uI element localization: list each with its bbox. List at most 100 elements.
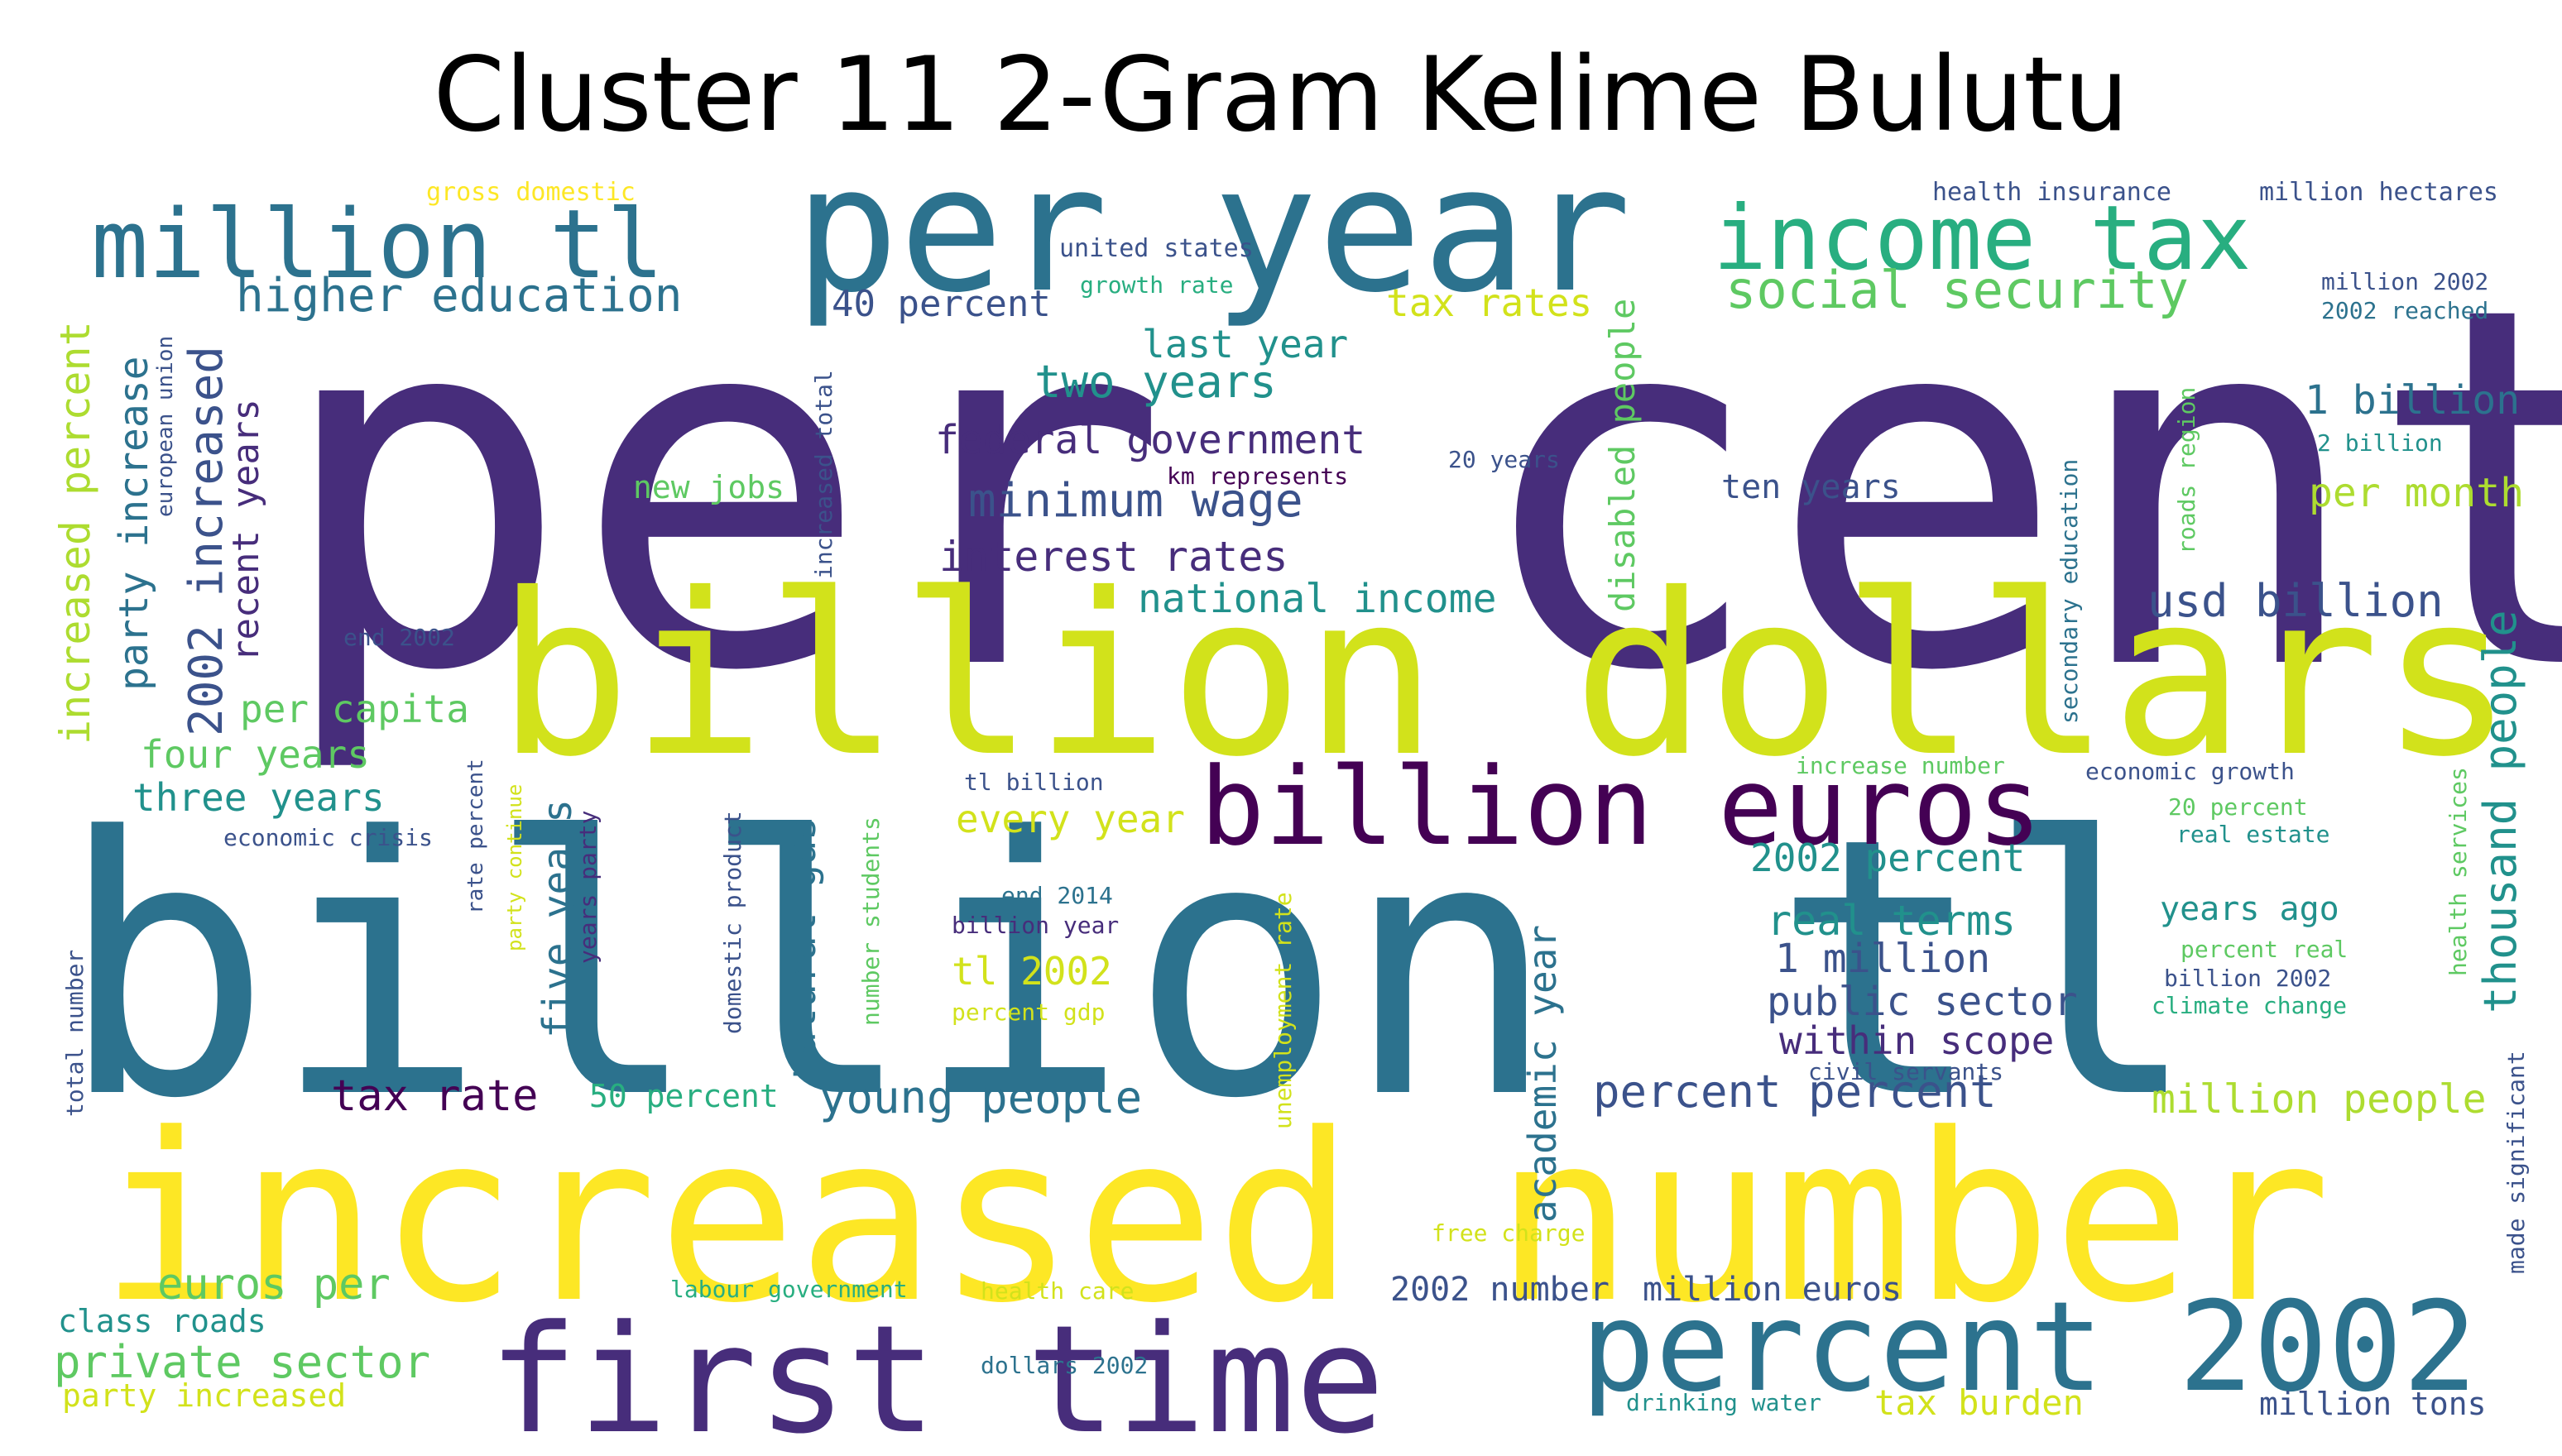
page-title: Cluster 11 2-Gram Kelime Bulutu [433, 36, 2129, 155]
word-million-people: million people [2152, 1076, 2487, 1123]
word-million-euros: million euros [1643, 1271, 1902, 1309]
word-40-percent: 40 percent [832, 283, 1051, 325]
word-end-2014: end 2014 [1001, 882, 1113, 909]
word-roads-region: roads region [2173, 387, 2200, 554]
word-party-increase: party increase [111, 356, 157, 691]
word-gross-domestic: gross domestic [426, 178, 636, 207]
word-free-charge: free charge [1432, 1219, 1585, 1247]
word-recent-years: recent years [225, 399, 267, 662]
word-million-hectares: million hectares [2259, 178, 2498, 207]
word-1-billion: 1 billion [2305, 377, 2520, 424]
word-three-years: three years [132, 775, 385, 820]
word-increase-number: increase number [1796, 752, 2005, 779]
word-percent-gdp: percent gdp [952, 999, 1105, 1026]
word-natural-gas: natural gas [779, 817, 825, 1080]
word-billion-2002: billion 2002 [2164, 965, 2331, 992]
word-increased-percent: increased percent [51, 321, 99, 745]
word-health-services: health services [2444, 767, 2472, 976]
word-civil-servants: civil servants [1808, 1058, 2003, 1085]
word-percent-2002: percent 2002 [1581, 1276, 2478, 1420]
word-last-year: last year [1142, 322, 1348, 366]
word-economic-growth: economic growth [2085, 758, 2295, 785]
word-real-estate: real estate [2176, 821, 2329, 848]
word-2002-increased: 2002 increased [180, 346, 233, 736]
word-tax-rates: tax rates [1386, 280, 1592, 325]
word-end-2002: end 2002 [343, 624, 455, 651]
word-usd-billion: usd billion [2147, 575, 2444, 627]
word-class-roads: class roads [58, 1303, 266, 1339]
word-real-terms: real terms [1767, 897, 2016, 945]
word-per-month: per month [2309, 470, 2524, 516]
word-european-union: european union [153, 336, 178, 517]
word-income-tax: income tax [1713, 187, 2251, 290]
word-economic-crisis: economic crisis [223, 824, 433, 851]
word-first-time: first time [488, 1294, 1385, 1456]
word-per-year: per year [794, 128, 1631, 331]
word-climate-change: climate change [2152, 992, 2347, 1019]
word-unemployment-rate: unemployment rate [1269, 892, 1297, 1129]
word-five-years: five years [535, 799, 581, 1038]
word-percent-percent: percent percent [1593, 1066, 1997, 1118]
word-drinking-water: drinking water [1626, 1389, 1821, 1416]
word-dollars-2002: dollars 2002 [981, 1352, 1148, 1379]
word-per-cent: per cent [273, 201, 2562, 779]
word-party-continue: party continue [503, 784, 526, 951]
word-number-students: number students [857, 817, 885, 1026]
word-20-years: 20 years [1448, 446, 1560, 473]
word-higher-education: higher education [236, 269, 682, 323]
word-tax-burden: tax burden [1874, 1382, 2084, 1423]
word-2002-reached: 2002 reached [2321, 297, 2488, 324]
word-within-scope: within scope [1779, 1018, 2054, 1063]
word-ten-years: ten years [1721, 468, 1901, 506]
word-four-years: four years [141, 732, 370, 777]
word-interest-rates: interest rates [939, 533, 1288, 581]
word-secondary-education: secondary education [2056, 459, 2083, 724]
word-2-billion: 2 billion [2317, 429, 2443, 457]
word-domestic-product: domestic product [719, 811, 746, 1034]
word-federal-government: federal government [935, 417, 1365, 463]
word-million-tl: million tl [91, 189, 664, 300]
word-tax-rate: tax rate [331, 1071, 538, 1121]
word-years-ago: years ago [2160, 890, 2339, 928]
word-1-million: 1 million [1775, 936, 1990, 982]
word-health-care: health care [981, 1277, 1134, 1305]
word-disabled-people: disabled people [1602, 299, 1643, 612]
word-years-party: years party [574, 811, 602, 964]
word-tl-2002: tl 2002 [952, 949, 1112, 994]
word-academic-year: academic year [1520, 925, 1565, 1223]
word-per-capita: per capita [240, 687, 469, 731]
word-2002-percent: 2002 percent [1750, 836, 2025, 880]
word-increased-number: increased number [99, 1085, 2331, 1354]
word-euros-per: euros per [157, 1260, 391, 1310]
word-20-percent: 20 percent [2168, 793, 2308, 821]
word-united-states: united states [1059, 234, 1254, 263]
word-rate-percent: rate percent [463, 759, 488, 914]
word-labour-government: labour government [670, 1276, 908, 1303]
word-growth-rate: growth rate [1080, 271, 1233, 299]
word-made-significant: made significant [2502, 1051, 2530, 1274]
word-thousand-people: thousand people [2474, 610, 2526, 1013]
word-2002-number: 2002 number [1390, 1271, 1610, 1309]
word-two-years: two years [1034, 356, 1277, 408]
word-tl-billion: tl billion [964, 769, 1104, 796]
word-young-people: young people [819, 1071, 1142, 1123]
word-health-insurance: health insurance [1932, 178, 2171, 207]
word-private-sector: private sector [54, 1336, 430, 1388]
word-social-security: social security [1725, 260, 2189, 320]
word-km-represents: km represents [1167, 462, 1348, 490]
word-party-increased: party increased [62, 1377, 346, 1414]
word-national-income: national income [1138, 576, 1496, 622]
word-million-2002: million 2002 [2321, 268, 2488, 295]
word-new-jobs: new jobs [633, 469, 784, 505]
word-every-year: every year [956, 797, 1185, 841]
word-billion-tl: billion tl [58, 763, 2200, 1176]
word-increased-total: increased total [810, 370, 837, 579]
word-total-number: total number [61, 950, 89, 1117]
word-50-percent: 50 percent [589, 1078, 779, 1114]
word-billion-euros: billion euros [1200, 744, 2041, 869]
word-public-sector: public sector [1767, 979, 2078, 1025]
word-million-tons: million tons [2259, 1386, 2487, 1422]
